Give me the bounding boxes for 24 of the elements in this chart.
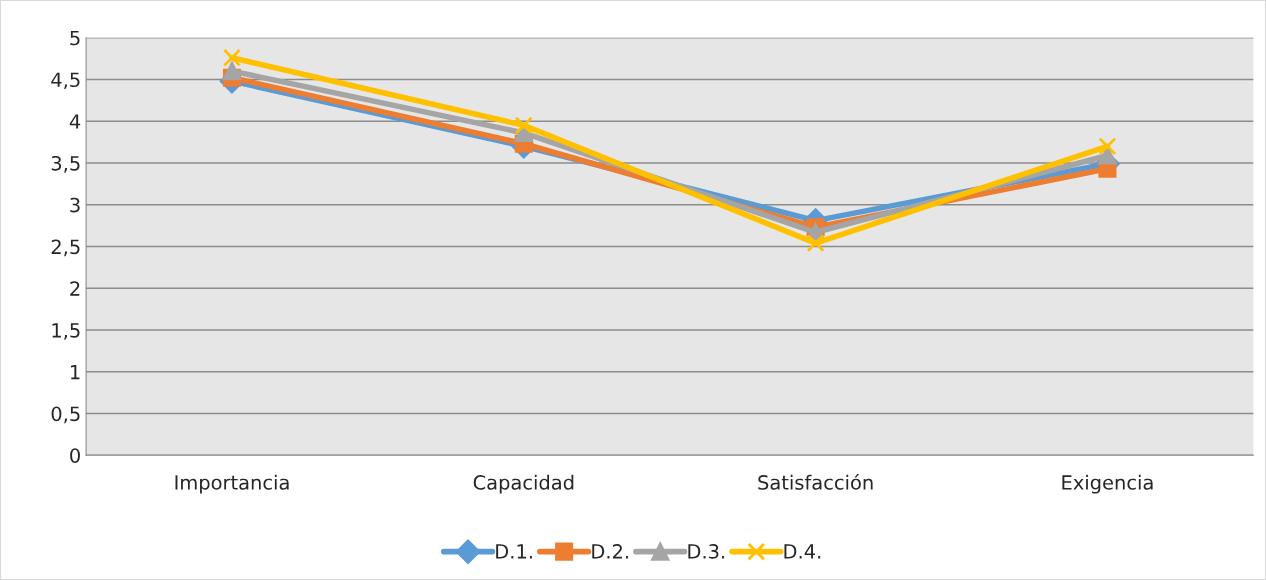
y-tick-label: 0 — [70, 448, 80, 463]
x-tick-label: Exigencia — [1062, 474, 1153, 494]
y-tick-label: 0,5 — [51, 406, 80, 424]
legend-label: D.1. — [496, 544, 532, 559]
legend-label: D.3. — [688, 544, 725, 559]
y-tick-label: 1,5 — [52, 323, 80, 340]
y-tick-label: 2,5 — [51, 239, 80, 257]
y-tick-label: 1 — [70, 364, 80, 380]
y-tick-label: 2 — [70, 281, 80, 296]
x-tick-label: Satisfacción — [758, 473, 873, 490]
legend-label: D.2. — [592, 544, 628, 559]
y-tick-label: 4,5 — [51, 72, 80, 90]
y-tick-label: 3 — [70, 197, 80, 213]
point — [806, 234, 825, 253]
x-tick-label: Importancia — [175, 474, 289, 494]
point — [514, 116, 533, 135]
point — [222, 62, 242, 81]
y-tick-label: 3,5 — [51, 155, 80, 173]
legend-label: D.4. — [784, 544, 821, 559]
y-tick-label: 5 — [70, 30, 80, 46]
y-tick-label: 4 — [69, 114, 81, 129]
point — [222, 48, 242, 67]
point — [1098, 137, 1117, 156]
x-tick-label: Capacidad — [473, 474, 574, 494]
